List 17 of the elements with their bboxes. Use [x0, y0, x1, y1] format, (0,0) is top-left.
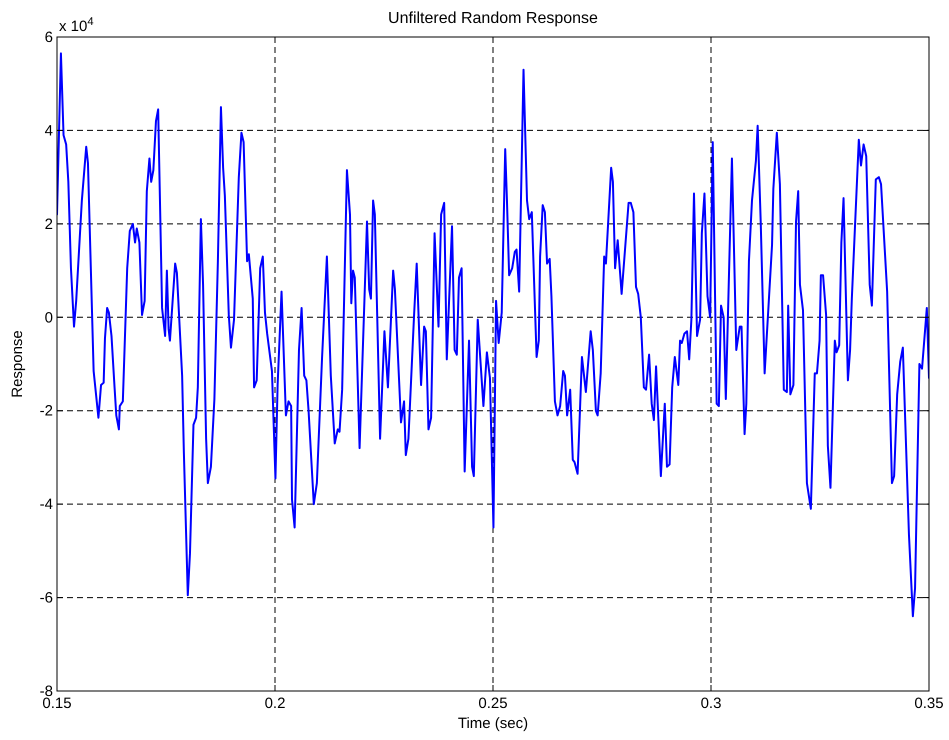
x-tick-label: 0.35 — [914, 695, 944, 712]
y-tick-label: -6 — [40, 590, 53, 607]
y-tick-label: 2 — [44, 216, 53, 233]
line-series — [57, 52, 929, 618]
text: x 10$^{4}$ — [59, 16, 94, 35]
chart-title: Unfiltered Random Response — [388, 10, 598, 27]
y-tick-label: 4 — [44, 122, 53, 140]
y-axis-title: Response — [9, 330, 26, 398]
x-tick-label: 0.25 — [478, 695, 508, 712]
y-tick-label: -4 — [40, 496, 53, 514]
x-axis-title: Time (sec) — [458, 715, 528, 732]
y-tick-label: -2 — [40, 402, 53, 420]
y-tick-label: 6 — [44, 29, 53, 46]
x-tick-label: 0.15 — [42, 695, 72, 712]
x-tick-label: 0.2 — [264, 695, 286, 712]
x-tick-label: 0.3 — [700, 695, 722, 712]
y-tick-label: 0 — [44, 309, 53, 326]
